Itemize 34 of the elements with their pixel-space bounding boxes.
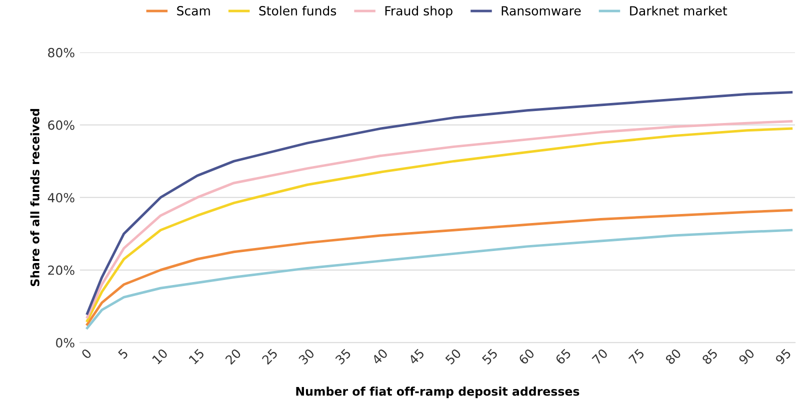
line-series <box>86 208 793 326</box>
x-tick-label: 55 <box>482 348 498 365</box>
y-tick-label: 20% <box>48 265 74 275</box>
y-tick-label: 0% <box>56 338 74 348</box>
legend-label: Scam <box>177 6 210 16</box>
y-axis-title: Share of all funds received <box>30 109 40 286</box>
x-tick-label: 95 <box>774 348 792 365</box>
x-tick-label: 20 <box>224 348 242 365</box>
y-tick-label: 60% <box>48 120 74 130</box>
x-tick-label: 60 <box>518 348 535 365</box>
y-tick-label: 40% <box>48 192 74 202</box>
x-tick-label: 10 <box>152 348 168 365</box>
x-tick-label: 25 <box>262 348 278 365</box>
legend-label: Fraud shop <box>385 6 452 18</box>
x-tick-label: 15 <box>188 348 205 365</box>
x-tick-label: 0 <box>80 348 92 360</box>
x-tick-label: 65 <box>554 348 572 365</box>
x-tick-label: 90 <box>738 348 755 365</box>
x-tick-label: 70 <box>592 348 608 365</box>
x-tick-label: 50 <box>444 348 462 365</box>
legend-label: Ransomware <box>502 6 581 16</box>
x-tick-label: 30 <box>298 348 315 365</box>
x-tick-label: 80 <box>664 348 682 365</box>
legend-label: Stolen funds <box>259 6 336 16</box>
x-tick-label: 5 <box>118 348 129 360</box>
legend-label: Darknet market <box>630 6 728 16</box>
line-series <box>86 228 793 330</box>
x-tick-label: 40 <box>371 348 388 366</box>
x-axis-title: Number of fiat off-ramp deposit addresses <box>296 386 580 398</box>
y-tick-label: 80% <box>48 48 74 58</box>
x-tick-label: 35 <box>334 348 352 365</box>
x-tick-label: 75 <box>628 348 645 365</box>
x-tick-label: 85 <box>702 348 718 365</box>
x-tick-label: 45 <box>408 348 425 366</box>
